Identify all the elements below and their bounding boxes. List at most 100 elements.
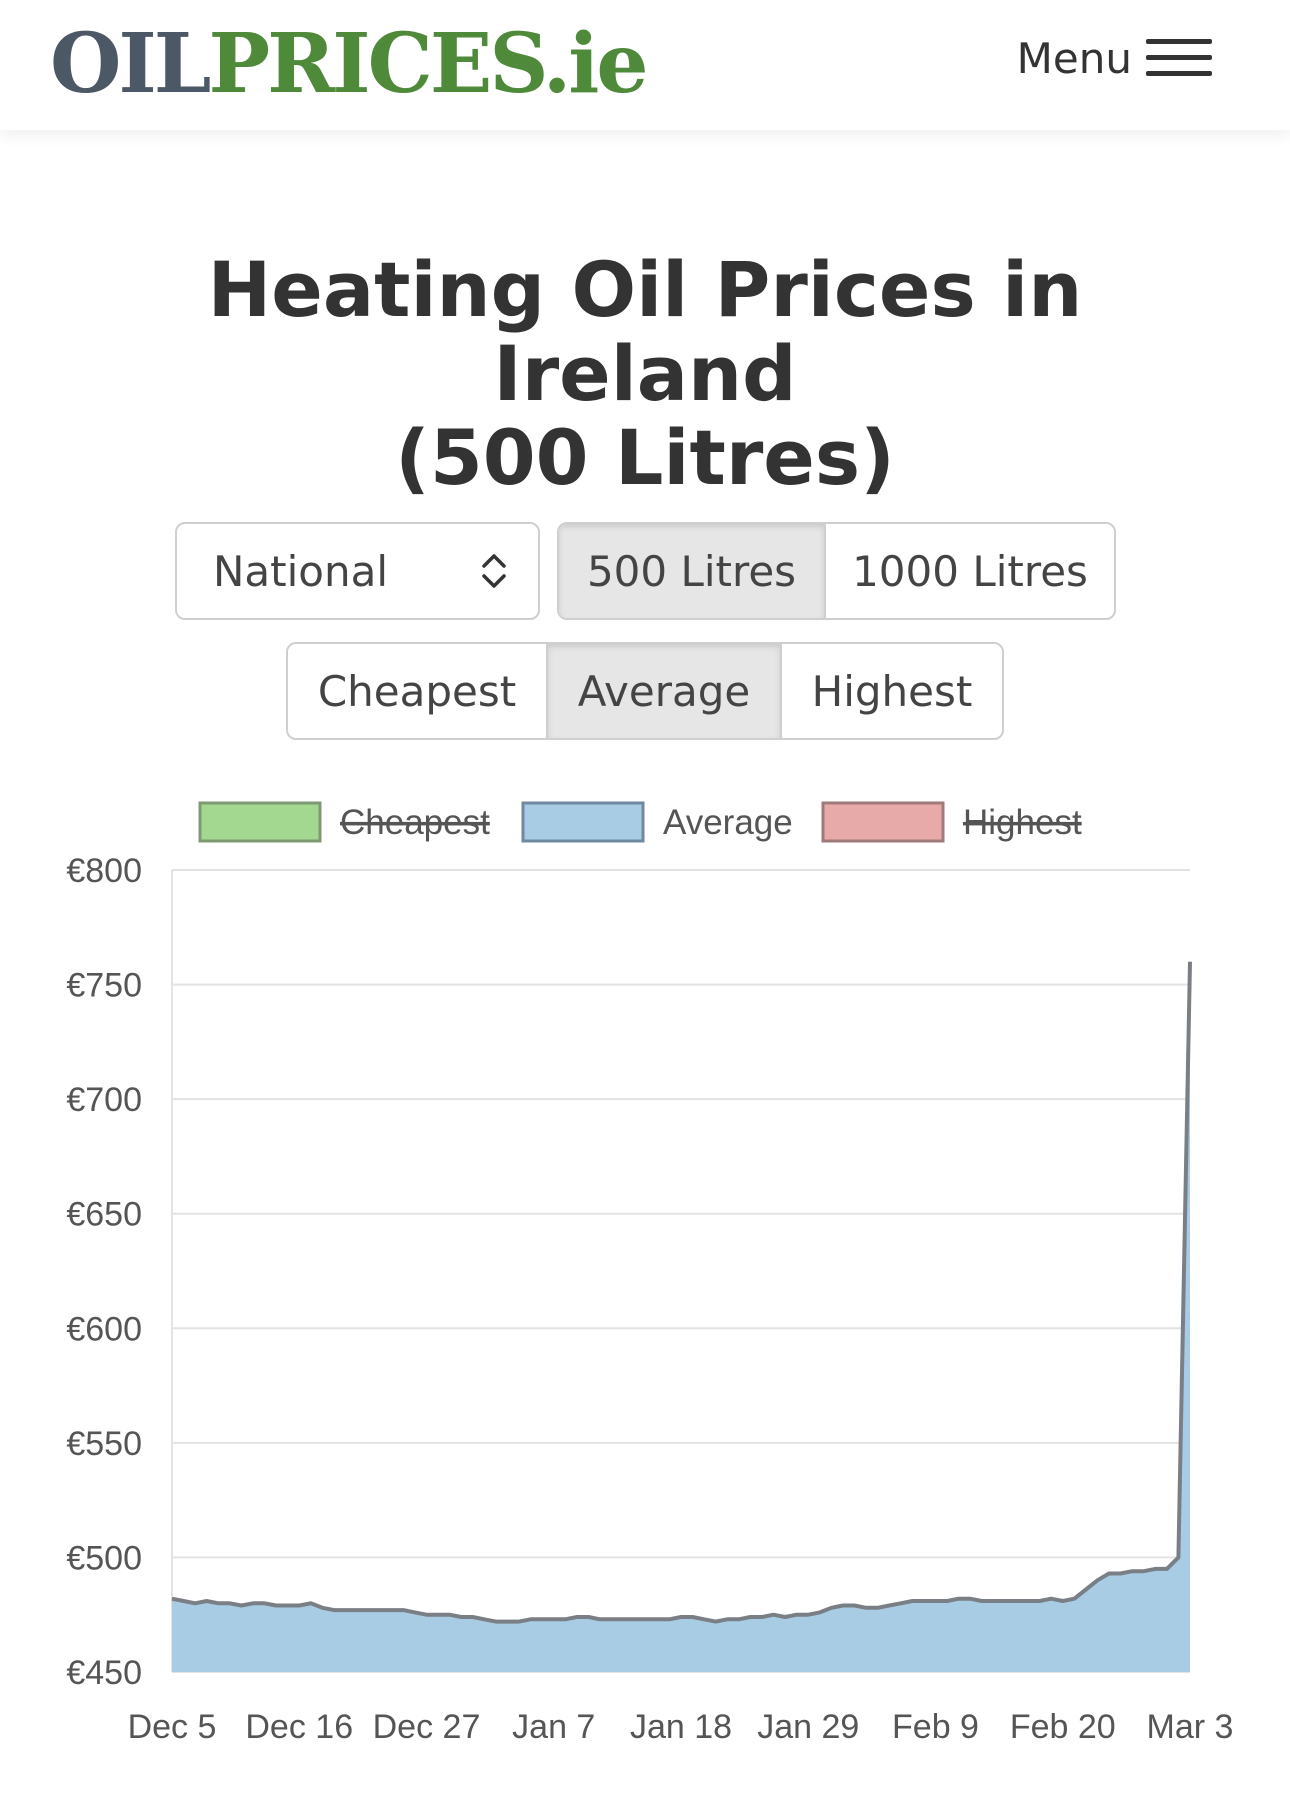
data-point[interactable] — [640, 1613, 652, 1625]
data-point[interactable] — [687, 1611, 699, 1623]
data-point[interactable] — [1011, 1595, 1023, 1607]
data-point[interactable] — [814, 1606, 826, 1618]
data-point[interactable] — [802, 1609, 814, 1621]
data-point[interactable] — [721, 1613, 733, 1625]
data-point[interactable] — [1184, 956, 1196, 968]
data-point[interactable] — [1172, 1551, 1184, 1563]
volume-1000-button[interactable]: 1000 Litres — [824, 524, 1114, 618]
data-point[interactable] — [1068, 1593, 1080, 1605]
data-point[interactable] — [606, 1613, 618, 1625]
data-point[interactable] — [976, 1595, 988, 1607]
data-point[interactable] — [999, 1595, 1011, 1607]
data-point[interactable] — [733, 1613, 745, 1625]
data-point[interactable] — [1034, 1595, 1046, 1607]
data-point[interactable] — [502, 1616, 514, 1628]
data-point[interactable] — [930, 1595, 942, 1607]
data-point[interactable] — [571, 1611, 583, 1623]
legend-item-average[interactable]: Average — [521, 801, 793, 843]
region-select[interactable]: National — [175, 522, 540, 620]
data-point[interactable] — [351, 1604, 363, 1616]
data-point[interactable] — [860, 1602, 872, 1614]
data-point[interactable] — [455, 1611, 467, 1623]
data-point[interactable] — [397, 1604, 409, 1616]
data-point[interactable] — [212, 1597, 224, 1609]
legend-item-highest[interactable]: Highest — [821, 801, 1082, 843]
data-point[interactable] — [386, 1604, 398, 1616]
data-point[interactable] — [247, 1597, 259, 1609]
data-point[interactable] — [710, 1616, 722, 1628]
data-point[interactable] — [178, 1595, 190, 1607]
data-point[interactable] — [409, 1606, 421, 1618]
data-point[interactable] — [849, 1600, 861, 1612]
data-point[interactable] — [340, 1604, 352, 1616]
data-point[interactable] — [825, 1602, 837, 1614]
data-point[interactable] — [270, 1600, 282, 1612]
data-point[interactable] — [1045, 1593, 1057, 1605]
data-point[interactable] — [316, 1602, 328, 1614]
data-point[interactable] — [548, 1613, 560, 1625]
data-point[interactable] — [791, 1609, 803, 1621]
data-point[interactable] — [1161, 1563, 1173, 1575]
data-point[interactable] — [1126, 1565, 1138, 1577]
data-point[interactable] — [536, 1613, 548, 1625]
data-point[interactable] — [166, 1593, 178, 1605]
data-point[interactable] — [872, 1602, 884, 1614]
data-point[interactable] — [1080, 1584, 1092, 1596]
data-point[interactable] — [1057, 1595, 1069, 1607]
data-point[interactable] — [432, 1609, 444, 1621]
volume-500-button[interactable]: 500 Litres — [559, 524, 824, 618]
stat-highest-button[interactable]: Highest — [780, 644, 1002, 738]
data-point[interactable] — [559, 1613, 571, 1625]
data-point[interactable] — [906, 1595, 918, 1607]
data-point[interactable] — [1138, 1565, 1150, 1577]
data-point[interactable] — [282, 1600, 294, 1612]
data-point[interactable] — [478, 1613, 490, 1625]
data-point[interactable] — [305, 1597, 317, 1609]
menu-button[interactable]: Menu — [1017, 28, 1212, 88]
data-point[interactable] — [1115, 1568, 1127, 1580]
data-point[interactable] — [201, 1595, 213, 1607]
data-point[interactable] — [374, 1604, 386, 1616]
data-point[interactable] — [756, 1611, 768, 1623]
data-point[interactable] — [883, 1600, 895, 1612]
data-point[interactable] — [663, 1613, 675, 1625]
data-point[interactable] — [698, 1613, 710, 1625]
data-point[interactable] — [779, 1611, 791, 1623]
data-point[interactable] — [1092, 1574, 1104, 1586]
data-point[interactable] — [744, 1611, 756, 1623]
data-point[interactable] — [918, 1595, 930, 1607]
data-point[interactable] — [525, 1613, 537, 1625]
data-point[interactable] — [490, 1616, 502, 1628]
data-point[interactable] — [328, 1604, 340, 1616]
data-point[interactable] — [513, 1616, 525, 1628]
data-point[interactable] — [617, 1613, 629, 1625]
data-point[interactable] — [444, 1609, 456, 1621]
data-point[interactable] — [1103, 1568, 1115, 1580]
data-point[interactable] — [363, 1604, 375, 1616]
stat-average-button[interactable]: Average — [546, 644, 780, 738]
stat-cheapest-button[interactable]: Cheapest — [317, 666, 517, 716]
data-point[interactable] — [583, 1611, 595, 1623]
data-point[interactable] — [259, 1597, 271, 1609]
data-point[interactable] — [189, 1597, 201, 1609]
site-logo[interactable]: OILPRICES.ie — [50, 14, 649, 114]
data-point[interactable] — [629, 1613, 641, 1625]
data-point[interactable] — [964, 1593, 976, 1605]
data-point[interactable] — [224, 1597, 236, 1609]
legend-item-cheapest[interactable]: Cheapest — [198, 801, 490, 843]
data-point[interactable] — [467, 1611, 479, 1623]
data-point[interactable] — [675, 1611, 687, 1623]
data-point[interactable] — [594, 1613, 606, 1625]
data-point[interactable] — [941, 1595, 953, 1607]
data-point[interactable] — [652, 1613, 664, 1625]
data-point[interactable] — [987, 1595, 999, 1607]
data-point[interactable] — [953, 1593, 965, 1605]
data-point[interactable] — [1022, 1595, 1034, 1607]
data-point[interactable] — [895, 1597, 907, 1609]
data-point[interactable] — [837, 1600, 849, 1612]
data-point[interactable] — [421, 1609, 433, 1621]
data-point[interactable] — [1149, 1563, 1161, 1575]
data-point[interactable] — [293, 1600, 305, 1612]
data-point[interactable] — [235, 1600, 247, 1612]
data-point[interactable] — [768, 1609, 780, 1621]
